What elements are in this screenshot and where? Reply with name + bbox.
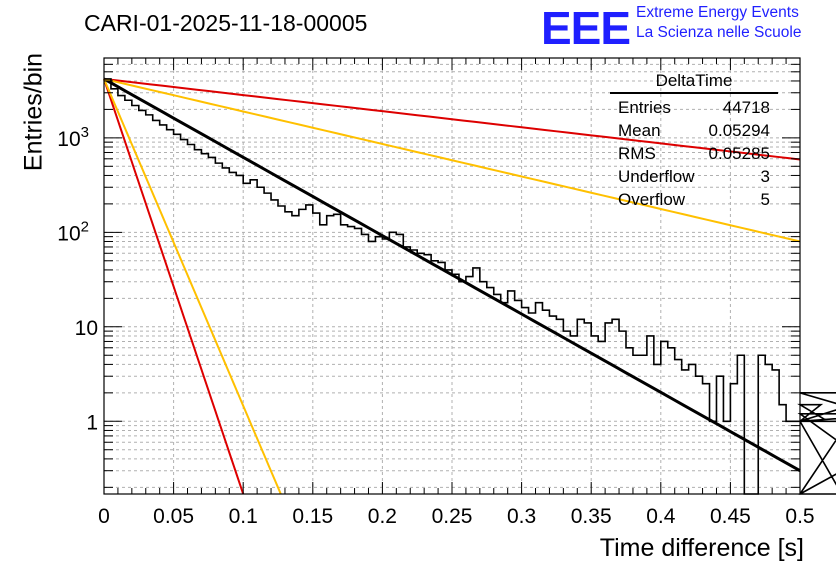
x-tick-label: 0.2 (368, 505, 397, 528)
stats-row-rms: RMS 0.05285 (610, 142, 778, 165)
eee-logo: EEE (541, 2, 631, 54)
stats-label: Mean (618, 121, 661, 140)
stats-value: 0.05294 (708, 121, 770, 140)
stats-row-entries: Entries 44718 (610, 96, 778, 119)
logo-line-2: La Scienza nelle Scuole (636, 24, 802, 41)
page-title: CARI-01-2025-11-18-00005 (84, 10, 368, 36)
stats-label: RMS (618, 144, 656, 163)
x-tick-label: 0.15 (292, 505, 333, 528)
grid (104, 57, 800, 494)
stats-value: 5 (760, 190, 770, 209)
tick-labels: 0 0.05 0.1 0.15 0.2 0.25 0.3 0.35 0.4 0.45 0.5 1 10 1… (57, 124, 814, 528)
x-tick-label: 0.45 (710, 505, 751, 528)
curve-orange-fast (103, 78, 282, 495)
x-tick-label: 0.25 (432, 505, 473, 528)
curve-orange-slow (103, 77, 801, 243)
stats-row-mean: Mean 0.05294 (610, 119, 778, 142)
curve-red-slow (103, 77, 801, 161)
y-axis-label: Entries/bin (19, 52, 48, 172)
axis-ticks (103, 57, 801, 494)
x-tick-label: 0.35 (571, 505, 612, 528)
stats-value: 0.05285 (708, 144, 770, 163)
stats-title: DeltaTime (610, 70, 778, 94)
x-tick-label: 0.3 (507, 505, 536, 528)
y-tick-label: 10 (75, 317, 98, 340)
stats-value: 3 (760, 167, 770, 186)
x-tick-label: 0.05 (153, 505, 194, 528)
stats-row-overflow: Overflow 5 (610, 188, 778, 211)
y-tick-label: 103 (57, 124, 89, 151)
curve-red-fast (103, 78, 245, 495)
stats-row-underflow: Underflow 3 (610, 165, 778, 188)
logo-line-1: Extreme Energy Events (636, 4, 799, 21)
stats-label: Entries (618, 98, 671, 117)
x-tick-label: 0.5 (785, 505, 814, 528)
stats-label: Underflow (618, 167, 695, 186)
x-axis-label: Time difference [s] (599, 534, 804, 562)
x-tick-label: 0.4 (646, 505, 676, 528)
stats-value: 44718 (722, 98, 770, 117)
y-tick-label: 1 (86, 411, 98, 434)
x-tick-label: 0.1 (229, 505, 258, 528)
stats-box: DeltaTime Entries 44718 Mean 0.05294 RMS… (610, 70, 778, 211)
y-tick-label: 102 (57, 218, 89, 245)
stats-label: Overflow (618, 190, 686, 209)
x-tick-label: 0 (98, 505, 110, 528)
